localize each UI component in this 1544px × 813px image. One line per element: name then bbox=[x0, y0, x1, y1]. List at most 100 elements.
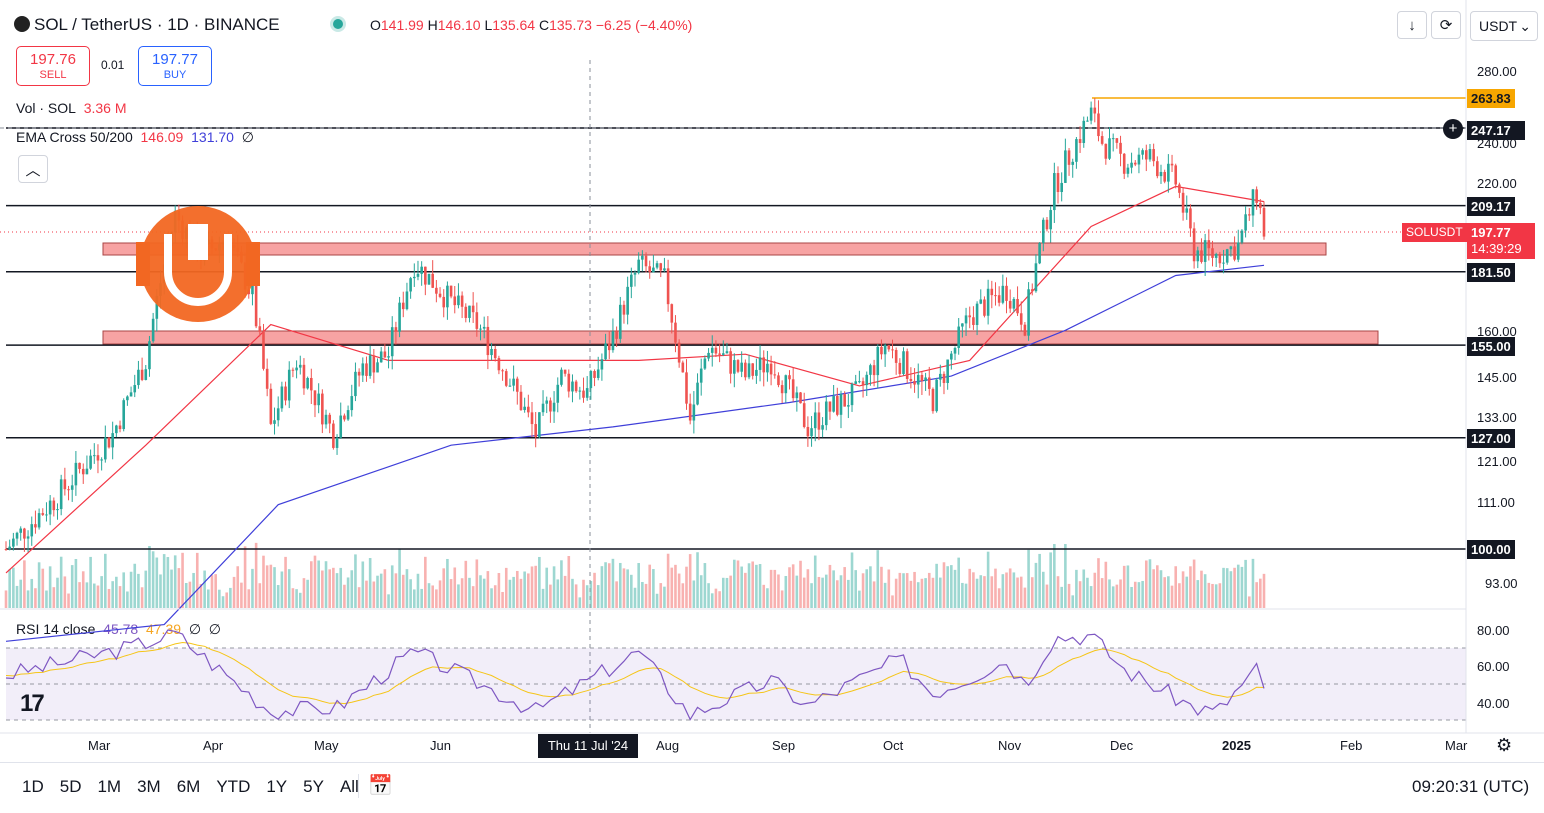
symbol-header[interactable]: SOL / TetherUS · 1D · BINANCE bbox=[14, 15, 280, 35]
candle-body bbox=[861, 381, 865, 386]
candle-body bbox=[902, 351, 905, 374]
timeframe-6m[interactable]: 6M bbox=[176, 777, 201, 796]
candle-body bbox=[1089, 107, 1093, 121]
candle-body bbox=[578, 390, 582, 392]
volume-bar bbox=[1144, 560, 1148, 608]
candle-body bbox=[887, 345, 891, 350]
volume-bar bbox=[692, 580, 696, 608]
candle-body bbox=[287, 369, 291, 401]
candle-body bbox=[471, 305, 475, 313]
volume-bar bbox=[159, 574, 162, 608]
volume-bar bbox=[361, 561, 365, 608]
volume-bar bbox=[508, 579, 512, 608]
volume-bar bbox=[354, 554, 357, 608]
volume-bar bbox=[431, 585, 434, 608]
timeframe-3m[interactable]: 3M bbox=[137, 777, 161, 796]
volume-bar bbox=[284, 556, 287, 608]
level-tag-100: 100.00 bbox=[1467, 540, 1515, 559]
volume-bar bbox=[670, 567, 674, 608]
candle-body bbox=[1023, 324, 1027, 336]
volume-bar bbox=[122, 572, 126, 608]
candle-body bbox=[843, 394, 846, 407]
candle-body bbox=[104, 437, 107, 460]
sell-button[interactable]: 197.76 SELL bbox=[16, 46, 90, 86]
price-tick: 121.00 bbox=[1477, 454, 1517, 469]
timeframe-1d[interactable]: 1D bbox=[22, 777, 44, 796]
collapse-legend-button[interactable]: ︿ bbox=[18, 155, 48, 183]
candle-body bbox=[530, 412, 534, 425]
volume-bar bbox=[471, 586, 475, 608]
volume-bar bbox=[100, 576, 103, 608]
volume-bars bbox=[4, 542, 1266, 608]
volume-bar bbox=[663, 586, 666, 608]
candle-body bbox=[850, 383, 854, 406]
volume-bar bbox=[118, 586, 122, 608]
candle-body bbox=[762, 357, 766, 373]
candle-body bbox=[652, 267, 655, 273]
candle-body bbox=[280, 386, 284, 409]
candle-body bbox=[810, 428, 813, 437]
volume-bar bbox=[703, 563, 707, 608]
candle-body bbox=[493, 348, 497, 359]
candle-body bbox=[424, 266, 427, 285]
volume-bar bbox=[137, 573, 140, 608]
candle-body bbox=[409, 278, 412, 292]
candle-body bbox=[115, 425, 118, 434]
volume-bar bbox=[545, 567, 549, 608]
timeframe-1m[interactable]: 1M bbox=[97, 777, 122, 796]
candle-body bbox=[1012, 298, 1016, 309]
timeframe-ytd[interactable]: YTD bbox=[216, 777, 251, 796]
refresh-button[interactable]: ⟳ bbox=[1431, 11, 1461, 39]
settings-gear-icon[interactable]: ⚙ bbox=[1496, 735, 1513, 755]
volume-bar bbox=[482, 578, 486, 608]
volume-bar bbox=[780, 590, 784, 608]
volume-bar bbox=[37, 562, 41, 608]
currency-select[interactable]: USDT ⌄ bbox=[1470, 11, 1538, 41]
volume-bar bbox=[633, 587, 637, 608]
add-alert-plus-icon[interactable]: + bbox=[1443, 119, 1463, 139]
date-range-calendar-icon[interactable]: 📅 bbox=[368, 775, 393, 797]
timeframe-5d[interactable]: 5D bbox=[59, 777, 82, 796]
candle-body bbox=[350, 396, 354, 411]
tradingview-logo-icon[interactable]: 17 bbox=[20, 690, 45, 717]
candle-body bbox=[1049, 210, 1052, 230]
volume-bar bbox=[1060, 586, 1063, 608]
chevron-down-icon: ⌄ bbox=[1519, 18, 1531, 34]
candle-body bbox=[556, 384, 560, 403]
candle-body bbox=[346, 410, 350, 420]
candle-body bbox=[501, 370, 504, 372]
volume-legend[interactable]: Vol · SOL 3.36 M bbox=[16, 100, 127, 116]
volume-bar bbox=[961, 582, 964, 608]
candle-body bbox=[1126, 167, 1130, 174]
volume-bar bbox=[1030, 577, 1034, 608]
clock-readout[interactable]: 09:20:31 (UTC) bbox=[1412, 777, 1530, 796]
volume-bar bbox=[4, 590, 8, 608]
ema-legend[interactable]: EMA Cross 50/200 146.09 131.70 ∅ bbox=[16, 129, 254, 145]
volume-bar bbox=[151, 551, 155, 608]
candle-body bbox=[85, 468, 89, 475]
volume-bar bbox=[1119, 579, 1122, 608]
volume-bar bbox=[464, 560, 468, 608]
volume-bar bbox=[8, 569, 11, 608]
timeframe-1y[interactable]: 1Y bbox=[266, 777, 288, 796]
volume-bar bbox=[210, 575, 214, 608]
volume-bar bbox=[975, 578, 979, 608]
download-button[interactable]: ↓ bbox=[1397, 11, 1427, 39]
volume-bar bbox=[442, 568, 446, 608]
timeframe-all[interactable]: All bbox=[339, 777, 359, 796]
buy-button[interactable]: 197.77 BUY bbox=[138, 46, 212, 86]
candle-body bbox=[133, 385, 137, 393]
spread-value: 0.01 bbox=[101, 58, 125, 72]
candle-body bbox=[144, 369, 148, 380]
price-tick: 280.00 bbox=[1477, 64, 1517, 79]
volume-bar bbox=[486, 571, 490, 608]
timeframe-5y[interactable]: 5Y bbox=[303, 777, 324, 796]
volume-bar bbox=[751, 561, 755, 608]
volume-bar bbox=[70, 565, 74, 608]
candle-body bbox=[1119, 142, 1122, 154]
candle-body bbox=[1255, 189, 1258, 203]
volume-bar bbox=[950, 565, 953, 608]
volume-bar bbox=[306, 579, 309, 608]
candle-body bbox=[560, 369, 563, 385]
